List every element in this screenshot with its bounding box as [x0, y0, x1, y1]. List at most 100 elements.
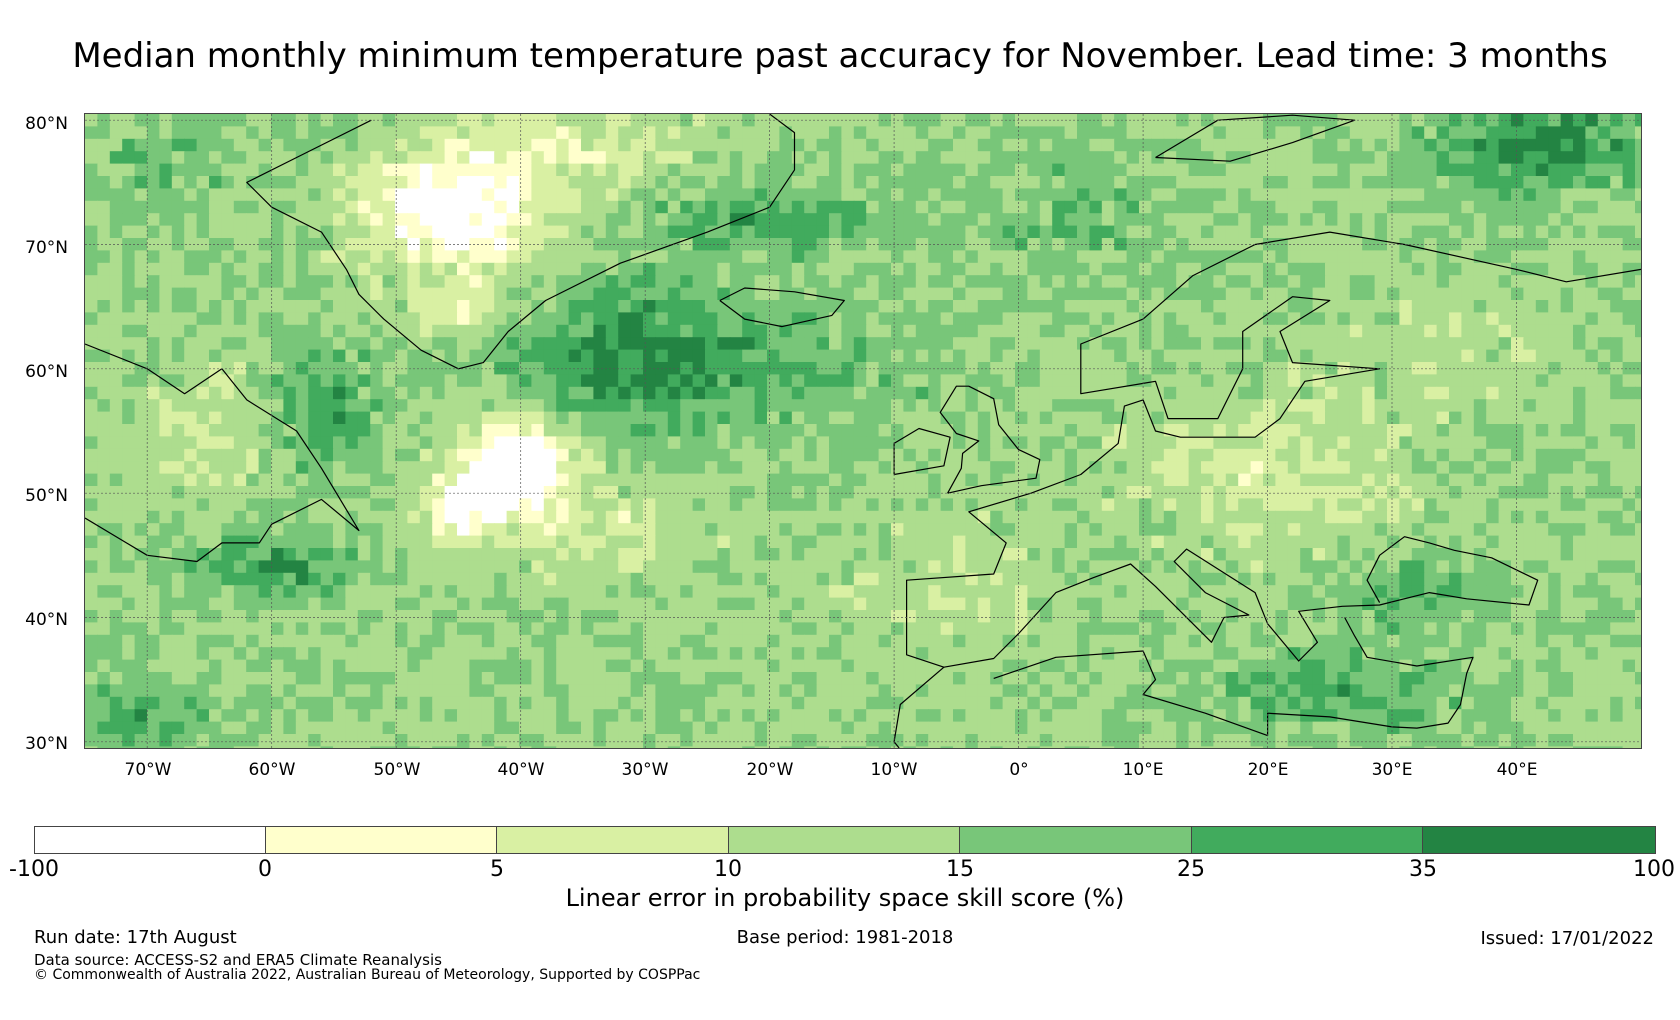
map-cell: [853, 287, 867, 301]
map-cell: [1585, 225, 1599, 239]
map-cell: [742, 424, 756, 437]
map-cell: [581, 250, 594, 264]
map-cell: [729, 362, 743, 375]
map-cell: [643, 436, 656, 450]
map-cell: [618, 597, 632, 611]
map-cell: [1560, 324, 1574, 338]
map-cell: [1287, 188, 1301, 202]
map-cell: [680, 176, 694, 189]
map-cell: [1535, 448, 1549, 462]
map-cell: [692, 597, 706, 611]
map-cell: [816, 510, 830, 524]
map-cell: [370, 486, 384, 499]
map-cell: [1077, 560, 1090, 574]
map-cell: [1362, 200, 1376, 214]
map-cell: [184, 250, 198, 264]
map-cell: [990, 337, 1004, 351]
map-cell: [1473, 151, 1487, 165]
map-cell: [109, 436, 123, 450]
map-cell: [1064, 374, 1078, 388]
map-cell: [407, 200, 421, 214]
map-cell: [556, 436, 570, 450]
map-cell: [1523, 176, 1537, 189]
map-cell: [1349, 262, 1363, 276]
map-cell: [1163, 523, 1177, 537]
map-cell: [320, 163, 334, 177]
map-cell: [841, 473, 855, 487]
map-cell: [357, 486, 371, 499]
map-cell: [345, 362, 359, 375]
map-cell: [1039, 411, 1053, 425]
map-cell: [965, 238, 979, 251]
map-cell: [605, 238, 619, 251]
map-cell: [1473, 585, 1487, 599]
map-cell: [320, 461, 334, 475]
map-cell: [171, 374, 185, 388]
map-cell: [246, 126, 260, 140]
map-cell: [1077, 337, 1090, 351]
map-cell: [147, 188, 160, 202]
map-cell: [320, 572, 334, 586]
map-cell: [432, 188, 446, 202]
map-cell: [1114, 411, 1128, 425]
map-cell: [1548, 200, 1562, 214]
map-cell: [1622, 498, 1636, 512]
map-cell: [506, 448, 520, 462]
map-cell: [1250, 200, 1264, 214]
map-cell: [1436, 324, 1450, 338]
map-cell: [853, 424, 867, 437]
map-cell: [1424, 448, 1438, 462]
map-cell: [1064, 535, 1078, 549]
map-cell: [1250, 300, 1264, 313]
map-cell: [1163, 188, 1177, 202]
map-cell: [853, 225, 867, 239]
map-cell: [159, 287, 173, 301]
map-cell: [295, 213, 309, 227]
map-cell: [357, 238, 371, 251]
map-cell: [1077, 349, 1090, 363]
map-cell: [717, 262, 731, 276]
map-cell: [481, 486, 495, 499]
map-cell: [680, 337, 694, 351]
map-cell: [742, 585, 756, 599]
map-cell: [308, 163, 322, 177]
map-cell: [1151, 262, 1165, 276]
map-cell: [444, 411, 458, 425]
map-cell: [965, 424, 979, 437]
map-cell: [568, 287, 582, 301]
map-cell: [1052, 535, 1066, 549]
map-cell: [1387, 349, 1400, 363]
map-cell: [1362, 374, 1376, 388]
map-cell: [1399, 548, 1413, 561]
map-cell: [419, 585, 433, 599]
map-cell: [655, 126, 669, 140]
map-cell: [1387, 486, 1400, 499]
map-cell: [1188, 337, 1202, 351]
map-cell: [469, 176, 483, 189]
map-cell: [581, 362, 594, 375]
map-cell: [816, 176, 830, 189]
map-cell: [1461, 572, 1475, 586]
map-cell: [1139, 349, 1152, 363]
map-cell: [1387, 461, 1400, 475]
map-cell: [767, 349, 780, 363]
map-cell: [1424, 200, 1438, 214]
map-cell: [147, 126, 160, 140]
map-cell: [1511, 498, 1524, 512]
map-cell: [1560, 126, 1574, 140]
map-cell: [816, 597, 830, 611]
map-cell: [1449, 287, 1462, 301]
map-cell: [1449, 200, 1462, 214]
map-cell: [283, 163, 297, 177]
map-cell: [1176, 436, 1190, 450]
map-cell: [320, 386, 334, 400]
map-cell: [1411, 151, 1425, 165]
map-cell: [283, 386, 297, 400]
map-cell: [233, 510, 247, 524]
map-cell: [1473, 275, 1487, 289]
map-cell: [159, 126, 173, 140]
map-cell: [506, 262, 520, 276]
map-cell: [729, 510, 743, 524]
map-cell: [915, 188, 929, 202]
map-cell: [233, 324, 247, 338]
